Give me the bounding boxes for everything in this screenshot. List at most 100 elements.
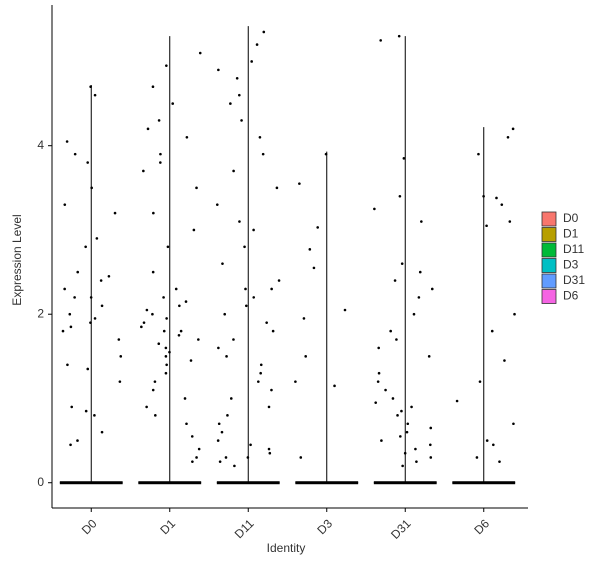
point — [377, 371, 381, 375]
point — [84, 409, 88, 413]
point — [405, 430, 409, 434]
point — [157, 342, 161, 346]
point — [427, 355, 431, 358]
point — [145, 308, 149, 312]
point — [95, 237, 99, 240]
point — [225, 355, 228, 358]
point — [164, 355, 168, 358]
point — [190, 435, 194, 438]
point — [184, 300, 188, 303]
point — [189, 359, 193, 362]
violin — [452, 127, 516, 484]
point — [503, 359, 506, 362]
point — [151, 85, 155, 89]
point — [417, 296, 421, 299]
point — [270, 287, 273, 291]
legend-key — [541, 211, 557, 227]
point — [159, 152, 162, 156]
point — [65, 140, 69, 143]
point — [475, 456, 479, 459]
point — [302, 317, 306, 320]
point — [412, 312, 416, 316]
point — [393, 279, 397, 282]
point — [118, 380, 122, 383]
point — [185, 135, 189, 139]
x-tick-label: D11 — [232, 516, 257, 541]
point — [482, 194, 485, 198]
point — [221, 262, 224, 265]
point — [373, 207, 376, 211]
point — [500, 203, 504, 206]
point — [294, 380, 297, 383]
point — [229, 102, 232, 105]
zero-points — [452, 481, 516, 485]
point — [455, 399, 459, 403]
point — [218, 460, 222, 463]
point — [333, 384, 336, 388]
point — [93, 93, 97, 97]
point — [429, 426, 433, 430]
point — [232, 338, 235, 341]
point — [195, 186, 198, 190]
point — [76, 439, 79, 442]
point — [217, 68, 220, 72]
x-tick-label: D1 — [157, 516, 178, 537]
point — [308, 248, 312, 251]
point — [66, 363, 69, 367]
point — [93, 317, 97, 320]
point — [107, 274, 111, 278]
y-tick-label: 2 — [37, 306, 44, 320]
point — [166, 245, 170, 249]
point — [162, 296, 165, 299]
point — [168, 350, 171, 354]
point — [400, 409, 403, 413]
point — [277, 279, 281, 282]
point — [217, 346, 220, 350]
point — [224, 456, 228, 459]
point — [73, 152, 77, 156]
point — [63, 287, 66, 291]
point — [400, 262, 404, 265]
point — [415, 460, 418, 463]
legend-label: D31 — [563, 273, 585, 287]
y-tick-label: 0 — [37, 475, 44, 489]
point — [398, 194, 402, 198]
point — [153, 380, 157, 383]
point — [154, 414, 157, 417]
point — [246, 456, 250, 459]
point — [275, 186, 279, 190]
legend-label: D1 — [563, 227, 579, 241]
point — [324, 152, 328, 156]
point — [410, 405, 413, 409]
point — [185, 422, 188, 426]
point — [90, 186, 93, 190]
point — [164, 346, 168, 350]
point — [63, 203, 67, 206]
point — [376, 380, 380, 383]
point — [270, 388, 273, 392]
point — [252, 228, 255, 232]
x-tick-label: D6 — [471, 516, 492, 537]
point — [165, 64, 168, 67]
point — [151, 312, 154, 316]
point — [265, 321, 268, 324]
point — [490, 329, 494, 333]
point — [389, 329, 392, 333]
point — [179, 329, 183, 333]
point — [406, 422, 410, 426]
point — [140, 325, 143, 329]
point — [100, 304, 104, 308]
point — [235, 77, 239, 80]
point — [511, 127, 515, 131]
point — [152, 211, 155, 215]
point — [238, 220, 241, 223]
legend-key — [541, 242, 557, 258]
zero-points — [138, 481, 202, 485]
point — [93, 414, 96, 417]
point — [245, 304, 248, 308]
point — [271, 329, 275, 333]
point — [86, 367, 90, 371]
x-axis-label: Identity — [267, 541, 306, 555]
point — [506, 135, 510, 139]
